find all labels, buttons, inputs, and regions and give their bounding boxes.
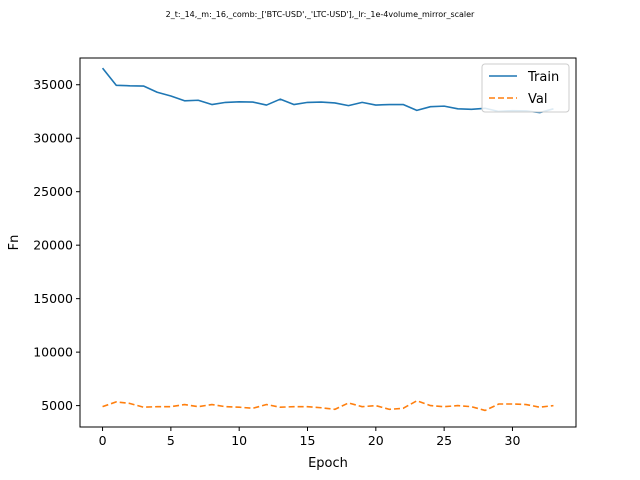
y-tick-label: 10000 — [33, 345, 73, 360]
legend-label-train: Train — [527, 70, 559, 85]
x-tick-label: 20 — [368, 433, 384, 448]
y-axis: 5000 10000 15000 20000 25000 30000 35000 — [33, 77, 80, 413]
x-axis-label: Epoch — [308, 456, 348, 471]
y-tick-label: 30000 — [33, 131, 73, 146]
series-line-train — [101, 67, 554, 114]
x-axis: 0 5 10 15 20 25 30 — [99, 427, 521, 448]
x-tick-label: 10 — [231, 433, 247, 448]
series-layer — [101, 67, 554, 412]
chart-title: 2_t:_14,_m:_16,_comb:_['BTC-USD',_'LTC-U… — [166, 10, 475, 19]
y-tick-label: 5000 — [41, 398, 73, 413]
legend: Train Val — [481, 63, 570, 113]
y-axis-label: Fn — [7, 235, 22, 251]
plot-area — [79, 57, 577, 428]
series-line-val — [102, 400, 554, 412]
legend-label-val: Val — [528, 92, 547, 107]
y-tick-label: 15000 — [33, 291, 73, 306]
x-tick-label: 0 — [99, 433, 107, 448]
x-tick-label: 5 — [167, 433, 175, 448]
x-tick-label: 25 — [436, 433, 452, 448]
y-tick-label: 25000 — [33, 184, 73, 199]
y-tick-label: 20000 — [33, 238, 73, 253]
x-tick-label: 30 — [505, 433, 521, 448]
x-tick-label: 15 — [300, 433, 316, 448]
y-tick-label: 35000 — [33, 77, 73, 92]
